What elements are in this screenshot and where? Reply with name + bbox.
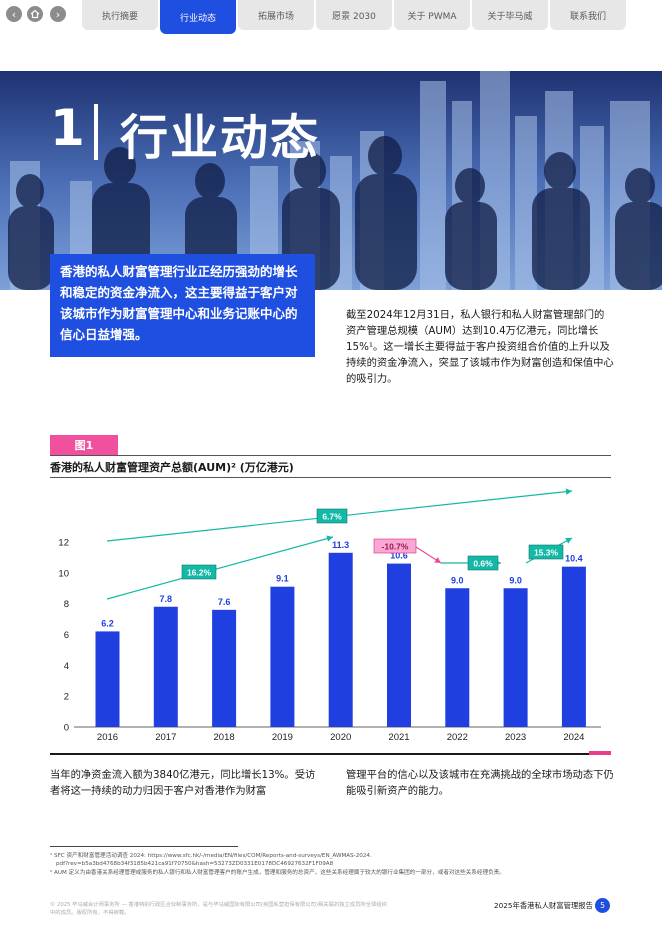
y-tick-label: 4 xyxy=(64,661,69,672)
bar xyxy=(328,552,353,727)
growth-arrowhead xyxy=(565,538,572,544)
y-tick-label: 2 xyxy=(64,692,69,703)
growth-rate-label: 0.6% xyxy=(473,558,493,568)
tab-contact-us[interactable]: 联系我们 xyxy=(550,0,626,30)
aum-bar-chart: 0 2 4 6 8 10 12 6.2 2016 7.8 2017 7.6 2018 9.1 2019 11.… xyxy=(58,488,601,743)
x-tick-label: 2021 xyxy=(388,732,409,743)
intro-highlight-box: 香港的私人财富管理行业正经历强劲的增长和稳定的资金净流入，这主要得益于客户对该城… xyxy=(50,254,315,357)
bar xyxy=(503,588,528,727)
growth-rate-label: -10.7% xyxy=(382,541,409,551)
growth-rate-badge xyxy=(373,538,417,554)
bar-value-label: 10.6 xyxy=(390,551,408,561)
y-tick-label: 12 xyxy=(58,538,69,549)
footnote-2: ² AUM 定义为由香港关系经理管理或服务的私人银行和私人财富管理客户的账户生成… xyxy=(50,870,505,876)
home-icon[interactable] xyxy=(27,6,43,22)
page-number: 5 xyxy=(595,898,610,913)
growth-arrowhead xyxy=(565,488,572,495)
growth-trend-line xyxy=(106,536,334,600)
figure-title-rule xyxy=(50,477,611,478)
footnote-1-cont: pdf?rev=b5a3bd4768b34f3185b421ca91f70750… xyxy=(56,861,334,867)
bar-value-label: 7.8 xyxy=(160,594,173,604)
bar-value-label: 11.3 xyxy=(332,540,349,550)
bar-value-label: 9.0 xyxy=(451,575,464,585)
growth-rate-badge xyxy=(528,544,564,560)
y-tick-label: 8 xyxy=(64,599,69,610)
section-number: 1 xyxy=(50,99,85,157)
x-tick-label: 2022 xyxy=(447,732,468,743)
bar xyxy=(387,563,411,727)
figure-title: 香港的私人财富管理资产总额(AUM)² (万亿港元) xyxy=(50,461,294,474)
growth-rate-badge xyxy=(467,555,499,571)
tab-executive-summary[interactable]: 执行摘要 xyxy=(82,0,158,30)
top-navigation: ‹ › 执行摘要 行业动态 拓展市场 愿景 2030 关于 PWMA 关于毕马威… xyxy=(0,0,662,34)
x-tick-label: 2023 xyxy=(505,732,526,743)
bar xyxy=(445,588,470,727)
bar-value-label: 9.1 xyxy=(276,574,289,584)
x-tick-label: 2020 xyxy=(330,732,351,743)
forward-arrow-icon[interactable]: › xyxy=(50,6,66,22)
bar-value-label: 9.0 xyxy=(509,575,522,585)
hero-banner: 1 行业动态 xyxy=(0,71,662,290)
report-name: 2025年香港私人财富管理报告 xyxy=(494,901,593,910)
footnote-divider xyxy=(50,846,238,847)
y-tick-label: 6 xyxy=(64,630,69,641)
x-tick-label: 2018 xyxy=(214,732,235,743)
x-tick-label: 2019 xyxy=(272,732,293,743)
growth-arrowhead xyxy=(326,535,333,542)
tab-industry-dynamics[interactable]: 行业动态 xyxy=(160,0,236,34)
body-paragraph-right: 管理平台的信心以及该城市在充满挑战的全球市场动态下仍能吸引新资产的能力。 xyxy=(346,769,614,797)
aum-summary-paragraph: 截至2024年12月31日，私人银行和私人财富管理部门的资产管理总规模（AUM）… xyxy=(346,309,614,385)
growth-rate-label: 6.7% xyxy=(322,511,342,521)
bar xyxy=(95,631,120,727)
copyright-text: © 2025 毕马威会计师事务所 — 香港特别行政区合伙制事务所，是与毕马威国际… xyxy=(50,902,387,916)
y-tick-label: 0 xyxy=(64,723,69,734)
section-tabs: 执行摘要 行业动态 拓展市场 愿景 2030 关于 PWMA 关于毕马威 联系我… xyxy=(82,0,628,34)
figure-top-rule xyxy=(50,455,611,456)
figure-tag: 图1 xyxy=(50,435,118,455)
growth-rate-label: 16.2% xyxy=(187,567,212,577)
tab-vision-2030[interactable]: 愿景 2030 xyxy=(316,0,392,30)
figure-accent-mark xyxy=(589,751,611,755)
bar xyxy=(212,609,237,727)
growth-rate-badge xyxy=(316,508,348,524)
bar xyxy=(270,586,295,727)
growth-rate-label: 15.3% xyxy=(534,547,559,557)
back-arrow-icon[interactable]: ‹ xyxy=(6,6,22,22)
bar xyxy=(153,606,178,727)
page-title: 行业动态 xyxy=(120,110,321,166)
bar-value-label: 7.6 xyxy=(218,597,231,607)
tab-about-kpmg[interactable]: 关于毕马威 xyxy=(472,0,548,30)
tab-expand-market[interactable]: 拓展市场 xyxy=(238,0,314,30)
figure-bottom-rule xyxy=(50,753,611,755)
x-tick-label: 2016 xyxy=(97,732,118,743)
x-tick-label: 2024 xyxy=(563,732,584,743)
growth-arrowhead xyxy=(434,557,441,563)
title-divider xyxy=(94,104,98,160)
city-silhouette-image xyxy=(0,71,662,290)
bar xyxy=(561,566,586,727)
bar-value-label: 6.2 xyxy=(101,618,114,628)
footnote-1: ¹ SFC 资产和财富管理活动调查 2024: https://www.sfc.… xyxy=(50,853,372,859)
growth-rate-badge xyxy=(181,564,217,580)
tab-about-pwma[interactable]: 关于 PWMA xyxy=(394,0,470,30)
bar-value-label: 10.4 xyxy=(565,554,583,564)
x-tick-label: 2017 xyxy=(155,732,176,743)
body-paragraph-left: 当年的净资金流入额为3840亿港元，同比增长13%。受访者将这一持续的动力归因于… xyxy=(50,769,316,797)
y-tick-label: 10 xyxy=(58,568,69,579)
